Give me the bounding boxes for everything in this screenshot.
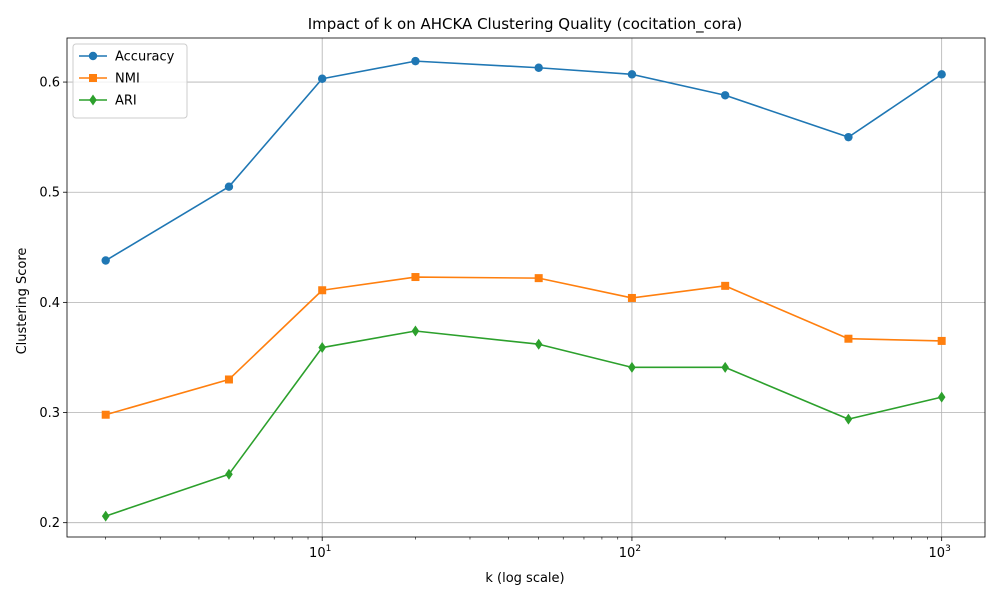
legend-label: NMI xyxy=(115,72,140,87)
x-tick-label: 102 xyxy=(619,544,641,561)
x-tick-label: 103 xyxy=(929,544,951,561)
axis-ticks: 0.2 0.3 0.4 0.5 0.6 101 102 103 xyxy=(39,76,951,561)
nmi-point xyxy=(411,273,420,282)
ari-point xyxy=(937,391,946,403)
series-layer xyxy=(101,56,946,522)
ari-point xyxy=(318,342,326,354)
nmi-point xyxy=(101,410,110,419)
nmi-point xyxy=(627,293,636,302)
nmi-point xyxy=(534,274,543,283)
accuracy-point xyxy=(720,91,730,100)
accuracy-line xyxy=(105,60,943,262)
ari-point xyxy=(411,325,420,337)
accuracy-point xyxy=(844,132,853,142)
ari-line xyxy=(105,330,942,517)
x-tick-label: 101 xyxy=(309,544,331,561)
y-tick-label: 0.5 xyxy=(39,186,60,201)
ari-point xyxy=(534,338,543,350)
y-tick-label: 0.2 xyxy=(39,516,60,531)
accuracy-point xyxy=(317,74,327,83)
legend: Accuracy NMI ARI xyxy=(72,43,188,119)
y-axis-label: Clustering Score xyxy=(15,248,30,355)
ari-point xyxy=(225,468,233,480)
nmi-point xyxy=(224,375,233,384)
legend-item-ari: ARI xyxy=(79,94,137,109)
y-tick-label: 0.4 xyxy=(39,296,60,311)
ari-point xyxy=(721,361,729,373)
legend-label: Accuracy xyxy=(115,50,175,65)
legend-item-nmi: NMI xyxy=(79,72,140,87)
x-axis-label: k (log scale) xyxy=(485,571,564,586)
grid xyxy=(67,38,985,537)
nmi-line xyxy=(105,276,942,416)
accuracy-point xyxy=(411,56,420,66)
y-tick-label: 0.3 xyxy=(39,406,60,421)
legend-label: ARI xyxy=(115,94,137,109)
legend-swatch-marker xyxy=(88,51,98,61)
series-ari xyxy=(101,325,946,522)
nmi-point xyxy=(937,336,946,345)
chart-title: Impact of k on AHCKA Clustering Quality … xyxy=(308,15,743,34)
accuracy-point xyxy=(224,182,234,191)
ari-point xyxy=(844,413,853,425)
legend-swatch-marker xyxy=(89,94,97,106)
ari-point xyxy=(628,361,636,373)
series-nmi xyxy=(101,273,946,419)
series-accuracy xyxy=(101,56,946,265)
plot-frame xyxy=(66,37,986,538)
accuracy-point xyxy=(937,70,946,79)
ari-point xyxy=(101,510,110,522)
accuracy-point xyxy=(534,63,543,72)
legend-swatch-marker xyxy=(89,74,97,82)
nmi-point xyxy=(844,334,853,343)
legend-item-accuracy: Accuracy xyxy=(79,50,175,65)
nmi-point xyxy=(721,281,730,290)
nmi-point xyxy=(318,286,327,295)
accuracy-point xyxy=(101,256,110,265)
y-tick-label: 0.6 xyxy=(39,76,60,91)
accuracy-point xyxy=(627,70,637,79)
